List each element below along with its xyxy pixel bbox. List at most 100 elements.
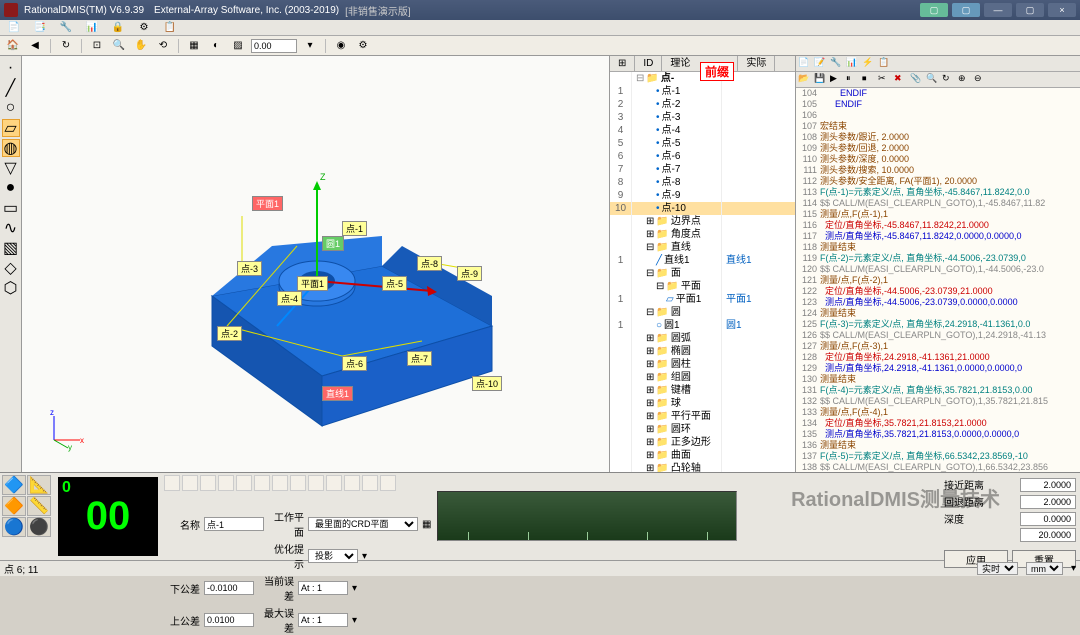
bt-icon[interactable] [380, 475, 396, 491]
home-icon[interactable]: 🏠 [4, 38, 22, 54]
feature-label[interactable]: 点-7 [407, 351, 432, 366]
appr-input[interactable] [1020, 478, 1076, 492]
tree-row[interactable]: ⊞ 📁 平行平面 [610, 410, 795, 423]
code-line[interactable]: 133测量/点,F(点-4),1 [798, 407, 1080, 418]
bt-icon[interactable] [254, 475, 270, 491]
mtol-input[interactable] [298, 613, 348, 627]
feature-label[interactable]: 点-4 [277, 291, 302, 306]
feature-label[interactable]: 点-2 [217, 326, 242, 341]
code-line[interactable]: 110测头参数/深度, 0.0000 [798, 154, 1080, 165]
code-line[interactable]: 119F(点-2)=元素定义/点, 直角坐标,-44.5006,-23.0739… [798, 253, 1080, 264]
code-line[interactable]: 109测头参数/回退, 2.0000 [798, 143, 1080, 154]
code-line[interactable]: 106 [798, 110, 1080, 121]
code-tb-icon[interactable]: 📎 [910, 73, 924, 87]
code-tab-icon[interactable]: 📊 [846, 57, 860, 71]
menu-icon[interactable]: 📋 [162, 21, 178, 35]
tree-row[interactable]: 10• 点-10 [610, 202, 795, 215]
bl-icon[interactable]: 🔶 [2, 496, 26, 516]
code-line[interactable]: 113F(点-1)=元素定义/点, 直角坐标,-45.8467,11.8242,… [798, 187, 1080, 198]
proj-select[interactable]: 投影 [308, 549, 358, 563]
ltol-input[interactable] [204, 581, 254, 595]
code-line[interactable]: 126$$ CALL/M(EASI_CLEARPLN_GOTO),1,24.29… [798, 330, 1080, 341]
status-select-2[interactable]: mm [1026, 562, 1063, 575]
tree-row[interactable]: 5• 点-5 [610, 137, 795, 150]
code-tab-icon[interactable]: 📄 [798, 57, 812, 71]
feature-label[interactable]: 直线1 [322, 386, 353, 401]
code-line[interactable]: 114$$ CALL/M(EASI_CLEARPLN_GOTO),1,-45.8… [798, 198, 1080, 209]
code-line[interactable]: 130测量结束 [798, 374, 1080, 385]
menu-icon[interactable]: 📄 [6, 21, 22, 35]
bt-icon[interactable] [290, 475, 306, 491]
tree-row[interactable]: ⊞ 📁 曲面 [610, 449, 795, 462]
plane-tool-icon[interactable]: ▱ [2, 119, 20, 137]
code-line[interactable]: 117 测点/直角坐标,-45.8467,11.8242,0.0000,0.00… [798, 231, 1080, 242]
feature-label[interactable]: 点-5 [382, 276, 407, 291]
code-tb-icon[interactable]: 📂 [798, 73, 812, 87]
wire-icon[interactable]: ▨ [229, 38, 247, 54]
misc-btn-2[interactable]: ▢ [952, 3, 980, 17]
code-tab-icon[interactable]: ⚡ [862, 57, 876, 71]
close-btn[interactable]: × [1048, 3, 1076, 17]
more-icon[interactable]: ▦ [422, 519, 431, 530]
fit-icon[interactable]: ⊡ [88, 38, 106, 54]
tree-row[interactable]: 3• 点-3 [610, 111, 795, 124]
code-line[interactable]: 111测头参数/搜索, 10.0000 [798, 165, 1080, 176]
code-tab-icon[interactable]: 📋 [878, 57, 892, 71]
tree-row[interactable]: 6• 点-6 [610, 150, 795, 163]
code-tb-icon[interactable]: ⏸ [846, 73, 860, 87]
utol-input[interactable] [204, 613, 254, 627]
code-line[interactable]: 127测量/点,F(点-3),1 [798, 341, 1080, 352]
bt-icon[interactable] [362, 475, 378, 491]
code-line[interactable]: 107宏结束 [798, 121, 1080, 132]
code-line[interactable]: 108测头参数/跟近, 2.0000 [798, 132, 1080, 143]
code-line[interactable]: 125F(点-3)=元素定义/点, 直角坐标,24.2918,-41.1361,… [798, 319, 1080, 330]
menu-icon[interactable]: 📊 [84, 21, 100, 35]
feature-label[interactable]: 点-6 [342, 356, 367, 371]
tree-row[interactable]: ⊟ 📁 面 [610, 267, 795, 280]
tree-row[interactable]: ⊞ 📁 椭圆 [610, 345, 795, 358]
code-line[interactable]: 112测头参数/安全距离, FA(平面1), 20.0000 [798, 176, 1080, 187]
tree-row[interactable]: ⊞ 📁 球 [610, 397, 795, 410]
code-line[interactable]: 105 ENDIF [798, 99, 1080, 110]
code-tb-icon[interactable]: ▶ [830, 73, 844, 87]
line-tool-icon[interactable]: ╱ [2, 79, 20, 97]
zoom-icon[interactable]: 🔍 [110, 38, 128, 54]
cone-tool-icon[interactable]: ▽ [2, 159, 20, 177]
tree-row[interactable]: 9• 点-9 [610, 189, 795, 202]
feature-label[interactable]: 平面1 [252, 196, 283, 211]
dd-icon[interactable]: ▾ [352, 615, 357, 626]
tree-row[interactable]: ⊞ 📁 凸轮轴 [610, 462, 795, 472]
bl-icon[interactable]: 🔷 [2, 475, 26, 495]
bl-icon[interactable]: 📐 [27, 475, 51, 495]
bt-icon[interactable] [164, 475, 180, 491]
code-line[interactable]: 116 定位/直角坐标,-45.8467,11.8242,21.0000 [798, 220, 1080, 231]
code-tb-icon[interactable]: ↻ [942, 73, 956, 87]
tree-row[interactable]: ⊞ 📁 正多边形 [610, 436, 795, 449]
feature-label[interactable]: 点-8 [417, 256, 442, 271]
tree-row[interactable]: 1○ 圆1圆1 [610, 319, 795, 332]
code-line[interactable]: 135 测点/直角坐标,35.7821,21.8153,0.0000,0.000… [798, 429, 1080, 440]
misc-tool-icon[interactable]: ⬡ [2, 279, 20, 297]
code-line[interactable]: 134 定位/直角坐标,35.7821,21.8153,21.0000 [798, 418, 1080, 429]
tree-row[interactable]: ⊟ 📁 平面 [610, 280, 795, 293]
tree-row[interactable]: ⊟ 📁 直线 [610, 241, 795, 254]
sphere-tool-icon[interactable]: ● [2, 179, 20, 197]
tab-id[interactable]: ID [635, 56, 662, 71]
menu-icon[interactable]: 🔒 [110, 21, 126, 35]
feature-label[interactable]: 平面1 [297, 276, 328, 291]
tab-actual[interactable]: 实际 [738, 56, 775, 71]
tree-row[interactable]: ⊞ 📁 圆柱 [610, 358, 795, 371]
shade-icon[interactable]: ◐ [207, 38, 225, 54]
misc-btn-1[interactable]: ▢ [920, 3, 948, 17]
bl-icon[interactable]: ⚫ [27, 517, 51, 537]
gear-icon[interactable]: ⚙ [354, 38, 372, 54]
code-line[interactable]: 128 定位/直角坐标,24.2918,-41.1361,21.0000 [798, 352, 1080, 363]
bt-icon[interactable] [272, 475, 288, 491]
point-tool-icon[interactable]: · [2, 59, 20, 77]
tree-row[interactable]: ⊞ 📁 键槽 [610, 384, 795, 397]
dd-icon[interactable]: ▾ [352, 583, 357, 594]
bl-icon[interactable]: 🔵 [2, 517, 26, 537]
tree-row[interactable]: ⊞ 📁 组圆 [610, 371, 795, 384]
pan-icon[interactable]: ✋ [132, 38, 150, 54]
cyl-tool-icon[interactable]: ◍ [2, 139, 20, 157]
